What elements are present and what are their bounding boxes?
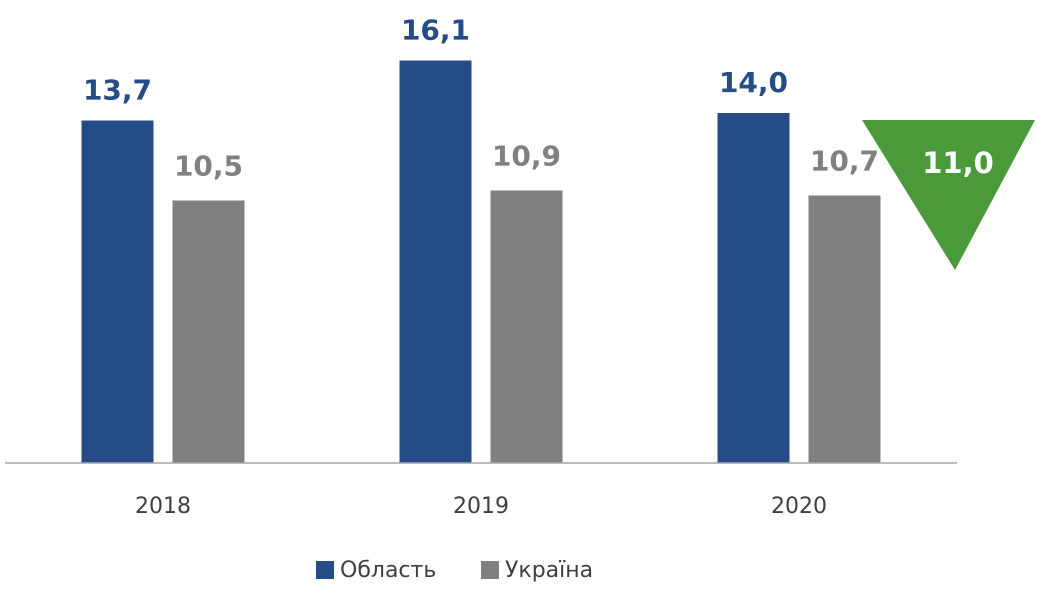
bar [808,195,881,463]
x-tick-label: 2019 [453,494,509,519]
bar [399,60,472,463]
annotation: 11,0 [922,146,994,180]
data-label: 10,7 [810,145,879,178]
legend-swatch [481,561,499,579]
data-label: 13,7 [83,74,152,107]
data-label: 16,1 [401,14,470,47]
legend-swatch [316,561,334,579]
data-label: 10,9 [492,140,561,173]
bar [172,200,245,463]
legend-label: Україна [505,558,593,583]
data-label: 10,5 [174,150,243,183]
x-tick-label: 2018 [135,494,191,519]
annotation-triangle [862,120,1035,270]
legend-label: Область [340,558,436,583]
bar [490,190,563,463]
x-tick-label: 2020 [771,494,827,519]
bar [717,113,790,463]
bar [81,120,154,463]
data-label: 14,0 [719,66,788,99]
